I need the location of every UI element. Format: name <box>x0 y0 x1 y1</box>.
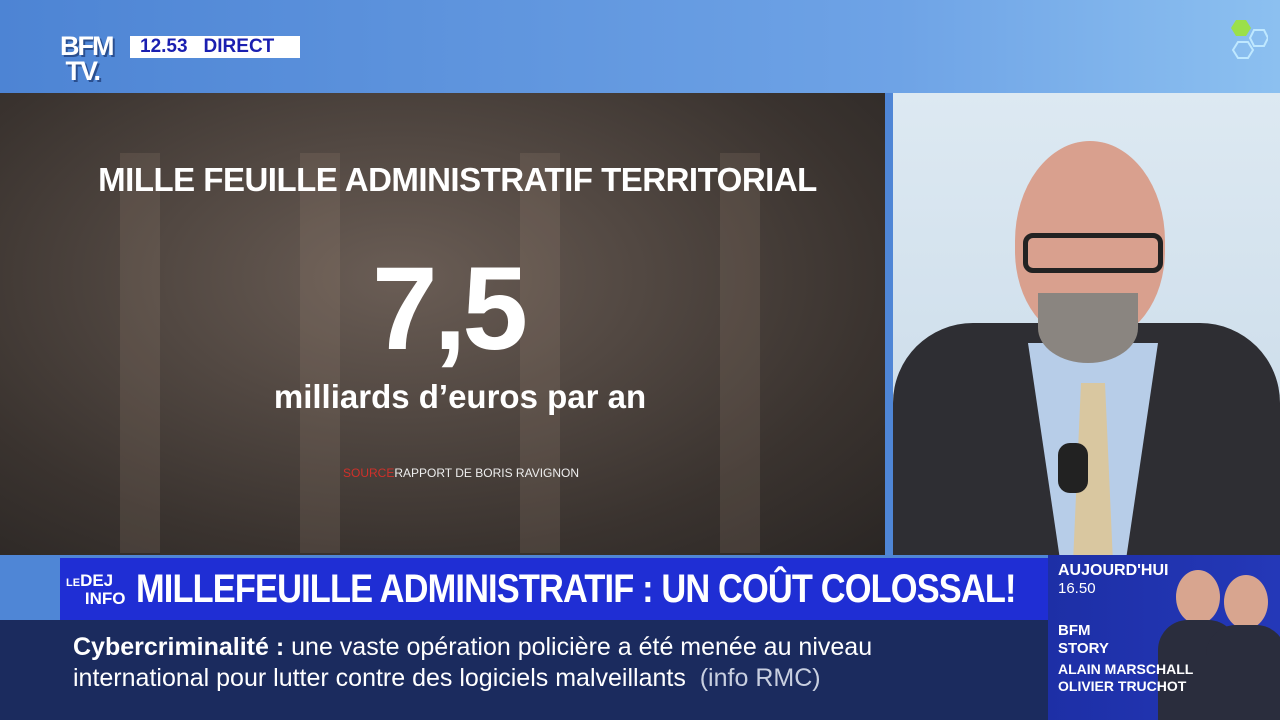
ticker-credit: (info RMC) <box>699 664 821 692</box>
promo-show: BFM STORY <box>1058 622 1109 657</box>
ticker-line2: international pour lutter contre des log… <box>73 664 686 692</box>
promo-day: AUJOURD'HUI <box>1058 562 1169 579</box>
promo-hosts: ALAIN MARSCHALL OLIVIER TRUCHOT <box>1058 661 1193 695</box>
time: 12.53 <box>140 36 188 57</box>
channel-logo: BFM TV. <box>60 31 115 86</box>
news-ticker: Cybercriminalité : une vaste opération p… <box>0 620 1048 720</box>
ticker-topic: Cybercriminalité : <box>73 633 285 661</box>
headline-banner: LEDEJ INFO MILLEFEUILLE ADMINISTRATIF : … <box>60 558 1048 620</box>
ticker-line1: une vaste opération policière a été mené… <box>291 633 873 661</box>
microphone-icon <box>1058 443 1088 493</box>
host-photo <box>1206 575 1280 720</box>
studio-camera <box>893 93 1280 555</box>
graphic-value: 7,5 <box>371 243 528 375</box>
program-promo: AUJOURD'HUI 16.50 BFM STORY ALAIN MARSCH… <box>1048 555 1280 720</box>
info-graphic: MILLE FEUILLE ADMINISTRATIF TERRITORIAL … <box>0 93 885 555</box>
hexagon-decoration-icon <box>1231 20 1268 59</box>
show-logo: LEDEJ INFO <box>66 570 126 608</box>
graphic-source: SOURCERAPPORT DE BORIS RAVIGNON <box>343 466 579 480</box>
host-2: OLIVIER TRUCHOT <box>1058 678 1187 694</box>
graphic-title: MILLE FEUILLE ADMINISTRATIF TERRITORIAL <box>98 161 817 198</box>
promo-time: 16.50 <box>1058 580 1096 597</box>
guest-glasses <box>1023 233 1163 273</box>
live-clock: 12.53 DIRECT <box>130 36 300 58</box>
headline: MILLEFEUILLE ADMINISTRATIF : UN COÛT COL… <box>135 566 1016 611</box>
top-bar: BFM TV. 12.53 DIRECT <box>0 0 1280 93</box>
graphic-unit: milliards d’euros par an <box>273 378 647 415</box>
host-1: ALAIN MARSCHALL <box>1058 661 1194 677</box>
guest-beard <box>1038 293 1138 363</box>
source-text: RAPPORT DE BORIS RAVIGNON <box>394 466 580 480</box>
live-status: DIRECT <box>203 36 275 57</box>
source-label: SOURCE <box>343 466 395 480</box>
